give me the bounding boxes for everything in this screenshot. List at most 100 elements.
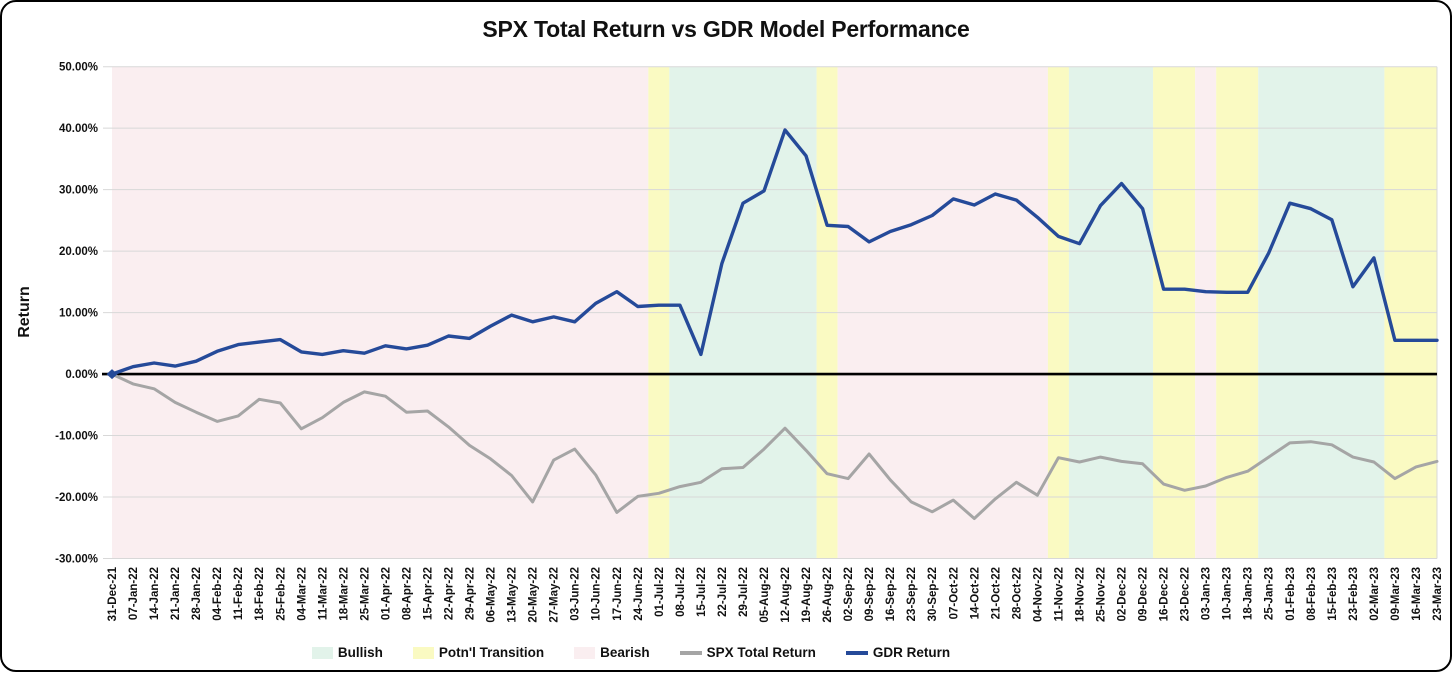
- x-tick-label-group: 23-Dec-22: [1180, 567, 1192, 621]
- x-tick-label-group: 07-Oct-22: [948, 567, 960, 619]
- x-tick-label-group: 15-Feb-23: [1327, 567, 1339, 621]
- x-tick-label: 02-Sep-22: [843, 567, 855, 621]
- x-tick-label-group: 04-Mar-22: [296, 567, 308, 621]
- x-tick-label: 02-Mar-23: [1369, 567, 1381, 621]
- x-tick-label-group: 11-Mar-22: [317, 567, 329, 620]
- x-tick-label: 06-May-22: [486, 567, 498, 623]
- x-tick-label: 15-Apr-22: [423, 567, 435, 620]
- x-tick-label: 26-Aug-22: [822, 567, 834, 623]
- series-start-marker: [106, 369, 118, 380]
- x-tick-label: 01-Jul-22: [654, 567, 666, 617]
- x-tick-label-group: 01-Jul-22: [654, 567, 666, 617]
- series-line-gdr-return: [110, 128, 1439, 376]
- x-tick-label-group: 31-Dec-21: [107, 566, 119, 621]
- x-tick-label-group: 08-Jul-22: [675, 567, 687, 617]
- x-tick-label-group: 22-Apr-22: [444, 567, 456, 620]
- x-tick-label: 16-Dec-22: [1159, 567, 1171, 621]
- x-tick-label: 23-Dec-22: [1180, 567, 1192, 621]
- chart-legend: Bullish Potn'l Transition Bearish SPX Total…: [2, 645, 1355, 660]
- x-tick-label-group: 02-Sep-22: [843, 567, 855, 621]
- x-tick-label: 07-Jan-22: [128, 567, 140, 620]
- x-tick-label-group: 28-Oct-22: [1011, 567, 1023, 619]
- x-tick-label-group: 28-Jan-22: [191, 567, 203, 620]
- x-tick-label-group: 24-Jun-22: [633, 567, 645, 621]
- x-tick-label: 09-Mar-23: [1390, 567, 1402, 621]
- x-tick-label: 03-Jan-23: [1201, 567, 1213, 620]
- y-tick-label: 20.00%: [59, 246, 98, 258]
- x-tick-label-group: 16-Sep-22: [885, 567, 897, 621]
- x-tick-label: 07-Oct-22: [948, 567, 960, 619]
- x-tick-label: 19-Aug-22: [801, 567, 813, 623]
- legend-item-bullish: Bullish: [311, 645, 383, 660]
- x-tick-label-group: 02-Mar-23: [1369, 567, 1381, 621]
- gdr-return-swatch: [845, 650, 868, 655]
- x-tick-label: 28-Oct-22: [1011, 567, 1023, 619]
- x-tick-label-group: 25-Nov-22: [1096, 567, 1108, 622]
- x-tick-label: 01-Feb-23: [1285, 567, 1297, 621]
- x-tick-label: 18-Nov-22: [1075, 567, 1087, 622]
- x-tick-label: 14-Jan-22: [149, 567, 161, 620]
- x-tick-label-group: 18-Jan-23: [1243, 567, 1255, 620]
- x-tick-label: 11-Nov-22: [1053, 567, 1065, 621]
- bearish-swatch: [574, 646, 596, 659]
- x-tick-label: 29-Apr-22: [465, 567, 477, 620]
- x-tick-label: 11-Feb-22: [233, 567, 245, 620]
- series-line-spx-total-return: [110, 372, 1439, 520]
- x-tick-label: 04-Nov-22: [1032, 567, 1044, 622]
- x-tick-label-group: 04-Feb-22: [212, 567, 224, 621]
- x-tick-label-group: 29-Jul-22: [738, 567, 750, 617]
- x-tick-label: 03-Jun-22: [570, 567, 582, 621]
- x-tick-label-group: 26-Aug-22: [822, 567, 834, 623]
- y-tick-label: -20.00%: [55, 492, 98, 504]
- legend-label: Potn'l Transition: [438, 645, 545, 660]
- x-tick-label: 09-Sep-22: [864, 567, 876, 621]
- x-tick-label-group: 25-Feb-22: [275, 567, 287, 621]
- x-tick-label-group: 09-Mar-23: [1390, 567, 1402, 621]
- x-tick-label-group: 06-May-22: [486, 567, 498, 623]
- legend-item-bearish: Bearish: [574, 645, 650, 660]
- x-tick-label-group: 09-Dec-22: [1138, 567, 1150, 621]
- x-tick-label-group: 17-Jun-22: [612, 567, 624, 621]
- legend-item-potn-l-transition: Potn'l Transition: [412, 645, 545, 660]
- legend-label: Bullish: [337, 645, 383, 660]
- x-tick-label-group: 14-Oct-22: [969, 567, 981, 619]
- x-tick-label-group: 07-Jan-22: [128, 567, 140, 620]
- x-tick-label: 23-Feb-23: [1348, 567, 1360, 621]
- x-tick-label: 09-Dec-22: [1138, 567, 1150, 621]
- x-tick-label: 22-Jul-22: [717, 567, 729, 617]
- x-tick-label: 15-Jul-22: [696, 567, 708, 617]
- x-tick-label: 24-Jun-22: [633, 567, 645, 621]
- x-tick-label-group: 02-Dec-22: [1117, 567, 1129, 621]
- x-tick-label-group: 23-Mar-23: [1432, 567, 1444, 621]
- x-tick-label: 15-Feb-23: [1327, 567, 1339, 621]
- x-tick-label: 17-Jun-22: [612, 567, 624, 621]
- x-tick-label-group: 14-Jan-22: [149, 567, 161, 620]
- x-tick-label: 22-Apr-22: [444, 567, 456, 620]
- bullish-swatch: [311, 646, 333, 659]
- x-tick-label-group: 09-Sep-22: [864, 567, 876, 621]
- x-tick-label: 18-Mar-22: [338, 567, 350, 621]
- x-tick-label-group: 03-Jan-23: [1201, 567, 1213, 620]
- x-tick-label-group: 23-Sep-22: [906, 567, 918, 621]
- y-tick-label: 10.00%: [59, 308, 98, 320]
- x-tick-label-group: 25-Jan-23: [1264, 567, 1276, 620]
- x-tick-label-group: 21-Jan-22: [170, 567, 182, 620]
- x-tick-label: 25-Jan-23: [1264, 567, 1276, 620]
- x-tick-label-group: 18-Mar-22: [338, 567, 350, 621]
- legend-item-gdr-return: GDR Return: [845, 645, 950, 660]
- y-tick-label: 50.00%: [59, 62, 98, 74]
- x-tick-label-group: 16-Dec-22: [1159, 567, 1171, 621]
- x-tick-label: 21-Jan-22: [170, 567, 182, 620]
- x-tick-label: 25-Nov-22: [1096, 567, 1108, 622]
- x-tick-label: 04-Mar-22: [296, 567, 308, 621]
- potn-l-transition-swatch: [412, 646, 434, 659]
- x-tick-label: 18-Jan-23: [1243, 567, 1255, 620]
- y-tick-label: 0.00%: [65, 369, 98, 381]
- x-tick-label: 29-Jul-22: [738, 567, 750, 617]
- x-tick-label: 25-Feb-22: [275, 567, 287, 621]
- x-tick-label: 23-Mar-23: [1432, 567, 1444, 621]
- x-tick-label-group: 08-Feb-23: [1306, 567, 1318, 621]
- x-tick-label: 27-May-22: [549, 567, 561, 623]
- x-tick-label-group: 10-Jun-22: [591, 567, 603, 621]
